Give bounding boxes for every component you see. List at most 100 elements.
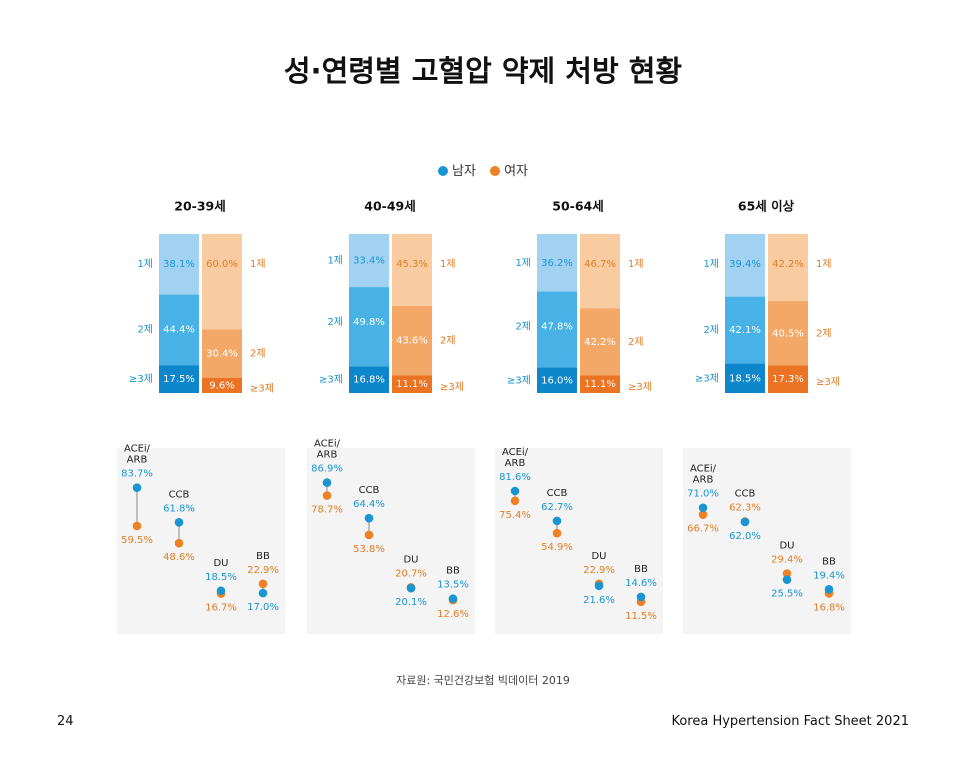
- female-bar-label-0-2: 9.6%: [209, 380, 234, 391]
- group-3-female-dot-2: [782, 569, 792, 578]
- group-2-male-dot-3: [636, 592, 646, 602]
- male-category-label-2-1: 2제: [515, 321, 531, 333]
- group-0-male-dot-1: [174, 517, 184, 527]
- male-bar-label-2-2: 16.0%: [541, 375, 573, 386]
- group-3-male-dot-0: [698, 503, 708, 513]
- male-category-label-3-0: 1제: [703, 258, 719, 270]
- group-0-female-dot-0: [132, 521, 142, 531]
- group-3-female-dot-0: [698, 510, 708, 519]
- group-2-male-dot-1: [552, 516, 562, 526]
- male-category-label-1-2: ≥3제: [319, 374, 343, 386]
- male-bar-2-1: [537, 291, 577, 368]
- legend-item-female: 여자: [490, 164, 528, 179]
- group-0-upper-value-3: 22.9%: [247, 565, 279, 576]
- female-bar-label-1-2: 11.1%: [396, 379, 428, 390]
- female-bar-2-1: [580, 308, 620, 376]
- female-category-label-3-2: ≥3제: [816, 376, 840, 388]
- group-0-title: 20-39세: [174, 199, 225, 214]
- group-0-lower-value-3: 17.0%: [247, 602, 279, 613]
- female-category-label-3-0: 1제: [816, 258, 832, 270]
- footer-title: Korea Hypertension Fact Sheet 2021: [671, 714, 909, 729]
- group-2-male-dot-0: [510, 486, 520, 496]
- female-bar-label-1-1: 43.6%: [396, 336, 428, 347]
- group-1-male-dot-2: [406, 583, 416, 593]
- group-2-lower-value-2: 21.6%: [583, 595, 615, 606]
- group-1-class-name-2-0: DU: [403, 554, 418, 565]
- female-category-label-1-2: ≥3제: [440, 381, 464, 393]
- female-bar-label-0-1: 30.4%: [206, 349, 238, 360]
- female-bar-1-1: [392, 306, 432, 376]
- group-2-class-name-0-0: ACEi/: [502, 447, 529, 458]
- page-number: 24: [57, 714, 74, 729]
- male-bar-label-1-2: 16.8%: [353, 375, 385, 386]
- group-2-class-name-2-0: DU: [591, 551, 606, 562]
- group-2-upper-value-1: 62.7%: [541, 502, 573, 513]
- legend-label-male: 남자: [452, 164, 476, 179]
- female-bar-label-3-0: 42.2%: [772, 259, 804, 270]
- group-3-class-name-3-0: BB: [822, 556, 836, 567]
- female-bar-1-2: [392, 375, 432, 393]
- female-category-label-0-1: 2제: [250, 348, 266, 360]
- group-0-dot-panel: [117, 448, 285, 634]
- group-2-lower-value-0: 75.4%: [499, 510, 531, 521]
- group-1-lower-value-1: 53.8%: [353, 544, 385, 555]
- group-1-class-name-1-0: CCB: [359, 485, 380, 496]
- group-2-dot-panel: [495, 448, 663, 634]
- group-0-upper-value-0: 83.7%: [121, 469, 153, 480]
- female-bar-label-1-0: 45.3%: [396, 259, 428, 270]
- group-1-male-dot-1: [364, 513, 374, 523]
- group-3-class-name-2-0: DU: [779, 541, 794, 552]
- group-0-lower-value-2: 16.7%: [205, 603, 237, 614]
- group-3-male-dot-3: [824, 585, 834, 594]
- group-3-upper-value-2: 29.4%: [771, 555, 803, 566]
- female-bar-0-0: [202, 234, 242, 330]
- page-title: 성·연령별 고혈압 약제 처방 현황: [283, 54, 683, 88]
- female-category-label-3-1: 2제: [816, 327, 832, 339]
- male-bar-label-1-0: 33.4%: [353, 256, 385, 267]
- male-category-label-3-1: 2제: [703, 324, 719, 336]
- group-0-male-dot-2: [216, 586, 226, 596]
- female-category-label-1-0: 1제: [440, 258, 456, 270]
- female-category-label-2-2: ≥3제: [628, 381, 652, 393]
- group-2-class-name-3-0: BB: [634, 564, 648, 575]
- male-bar-1-0: [349, 234, 389, 288]
- group-3-lower-value-2: 25.5%: [771, 589, 803, 600]
- group-2-male-dot-2: [594, 581, 604, 591]
- male-bar-2-2: [537, 367, 577, 393]
- female-bar-label-2-0: 46.7%: [584, 259, 616, 270]
- group-1-upper-value-1: 64.4%: [353, 499, 385, 510]
- female-bar-label-0-0: 60.0%: [206, 259, 238, 270]
- male-bar-label-2-1: 47.8%: [541, 322, 573, 333]
- group-1-class-name-0-0: ACEi/: [314, 439, 341, 450]
- group-0-male-dot-3: [258, 588, 268, 598]
- legend-item-male: 남자: [438, 164, 480, 179]
- group-2-upper-value-0: 81.6%: [499, 472, 531, 483]
- group-3-dot-panel: [683, 448, 851, 634]
- group-0-class-name-0-1: ARB: [127, 455, 148, 466]
- male-bar-3-1: [725, 296, 765, 364]
- female-category-label-0-2: ≥3제: [250, 382, 274, 394]
- female-bar-3-0: [768, 234, 808, 302]
- legend: 남자 여자: [0, 160, 966, 179]
- female-bar-0-2: [202, 377, 242, 393]
- group-1-lower-value-3: 12.6%: [437, 609, 469, 620]
- female-bar-2-0: [580, 234, 620, 309]
- male-category-label-2-2: ≥3제: [507, 374, 531, 386]
- group-2-upper-value-3: 14.6%: [625, 578, 657, 589]
- group-0-class-name-0-0: ACEi/: [124, 444, 151, 455]
- group-0-male-dot-0: [132, 483, 142, 492]
- group-3-lower-value-0: 66.7%: [687, 524, 719, 535]
- male-bar-1-1: [349, 287, 389, 367]
- group-0-upper-value-1: 61.8%: [163, 503, 195, 514]
- male-bar-3-0: [725, 234, 765, 297]
- female-bar-label-2-2: 11.1%: [584, 379, 616, 390]
- group-1-male-dot-0: [322, 478, 332, 487]
- group-3-upper-value-0: 71.0%: [687, 489, 719, 500]
- group-2-lower-value-3: 11.5%: [625, 611, 657, 622]
- female-bar-label-2-1: 42.2%: [584, 337, 616, 348]
- male-bar-label-3-2: 18.5%: [729, 373, 761, 384]
- group-1-dot-panel: [307, 448, 475, 634]
- legend-label-female: 여자: [504, 164, 528, 179]
- male-bar-0-0: [159, 234, 199, 295]
- group-0-upper-value-2: 18.5%: [205, 572, 237, 583]
